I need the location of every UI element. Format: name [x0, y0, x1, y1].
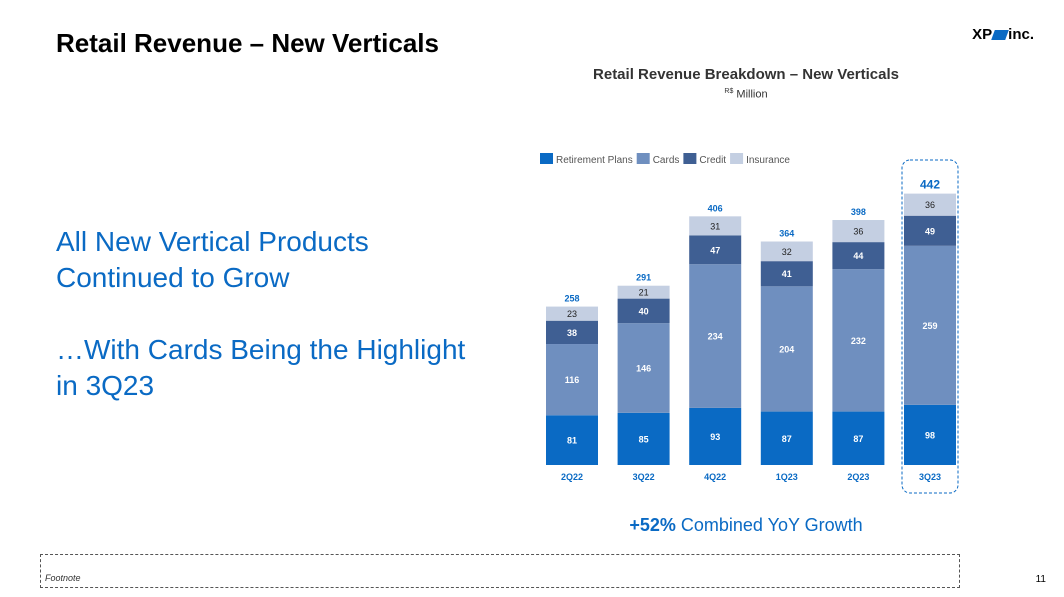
x-tick-label: 2Q23 — [847, 472, 869, 482]
total-label: 442 — [920, 178, 940, 192]
data-label: 116 — [565, 375, 580, 385]
bar-segment — [546, 306, 598, 321]
bar-segment — [760, 286, 813, 412]
bar-segment — [546, 415, 598, 465]
x-tick-label: 3Q23 — [919, 472, 941, 482]
bar-segment — [904, 215, 956, 246]
footnote-text: Footnote — [45, 573, 81, 583]
data-label: 87 — [782, 434, 792, 444]
footnote-box: Footnote — [40, 554, 960, 588]
data-label: 32 — [782, 247, 792, 257]
data-label: 204 — [779, 344, 794, 354]
growth-text: Combined YoY Growth — [680, 515, 863, 535]
legend-swatch-retirement-plans — [540, 153, 553, 164]
data-label: 259 — [922, 321, 937, 331]
bar-segment — [760, 241, 813, 262]
data-label: 47 — [710, 245, 720, 255]
total-label: 406 — [708, 203, 723, 213]
bar-segment — [617, 412, 670, 465]
data-label: 232 — [851, 336, 866, 346]
data-label: 93 — [710, 432, 720, 442]
data-label: 98 — [925, 430, 935, 440]
bar-segment — [546, 320, 598, 345]
legend-swatch-insurance — [730, 153, 744, 164]
bar-segment — [832, 269, 885, 412]
chart-title: Retail Revenue Breakdown – New Verticals — [593, 66, 899, 83]
data-label: 87 — [853, 434, 863, 444]
headline-secondary: …With Cards Being the Highlight in 3Q23 — [56, 334, 466, 401]
legend-label-credit: Credit — [699, 155, 726, 166]
legend-label-retirement-plans: Retirement Plans — [556, 155, 633, 166]
data-label: 146 — [636, 363, 651, 373]
logo-text-left: XP — [972, 26, 993, 43]
bar-segment — [617, 285, 670, 299]
chart-subtitle: R$ Million — [540, 88, 952, 101]
legend-swatch-cards — [636, 153, 650, 164]
data-label: 31 — [710, 221, 720, 231]
bar-segment — [832, 411, 885, 465]
bar-segment — [689, 235, 742, 265]
bar-segment — [904, 193, 956, 216]
bar-segment — [617, 298, 670, 324]
page-number: 11 — [1035, 574, 1046, 585]
bar-segment — [617, 323, 670, 413]
bar-segment — [689, 407, 742, 465]
total-label: 398 — [851, 207, 866, 217]
data-label: 81 — [567, 436, 577, 446]
logo-text-right: inc. — [1008, 26, 1034, 43]
bar-segment — [546, 344, 598, 416]
bar-segment — [904, 404, 956, 465]
total-label: 258 — [564, 294, 579, 304]
highlight-box — [901, 159, 959, 494]
x-tick-label: 1Q23 — [776, 472, 798, 482]
data-label: 23 — [567, 309, 577, 319]
bar-segment — [689, 264, 742, 408]
x-tick-label: 3Q22 — [633, 472, 655, 482]
data-label: 36 — [925, 200, 935, 210]
bar-segment — [832, 220, 885, 243]
unit-label: Million — [736, 88, 768, 101]
data-label: 40 — [639, 306, 649, 316]
growth-value: +52% — [629, 515, 676, 535]
bar-segment — [760, 411, 813, 465]
bar-segment — [904, 245, 956, 405]
bar-segment — [689, 216, 742, 236]
legend-swatch-credit — [683, 153, 697, 164]
data-label: 21 — [639, 288, 649, 298]
total-label: 291 — [636, 273, 651, 283]
data-label: 38 — [567, 328, 577, 338]
bar-segment — [832, 242, 885, 270]
legend-label-insurance: Insurance — [746, 155, 790, 166]
xp-logo: XP inc. — [972, 26, 1034, 43]
legend-label-cards: Cards — [653, 155, 680, 166]
data-label: 36 — [853, 227, 863, 237]
growth-callout: +52% Combined YoY Growth — [540, 515, 952, 536]
x-tick-label: 2Q22 — [561, 472, 583, 482]
data-label: 85 — [639, 434, 649, 444]
x-tick-label: 4Q22 — [704, 472, 726, 482]
data-label: 44 — [853, 251, 863, 261]
page-title: Retail Revenue – New Verticals — [56, 28, 439, 58]
total-label: 364 — [779, 229, 794, 239]
headline-primary: All New Vertical Products Continued to G… — [56, 226, 369, 293]
data-label: 234 — [708, 332, 723, 342]
data-label: 41 — [782, 269, 792, 279]
unit-prefix: R$ — [724, 88, 734, 95]
data-label: 49 — [925, 226, 935, 236]
bar-segment — [760, 261, 813, 287]
